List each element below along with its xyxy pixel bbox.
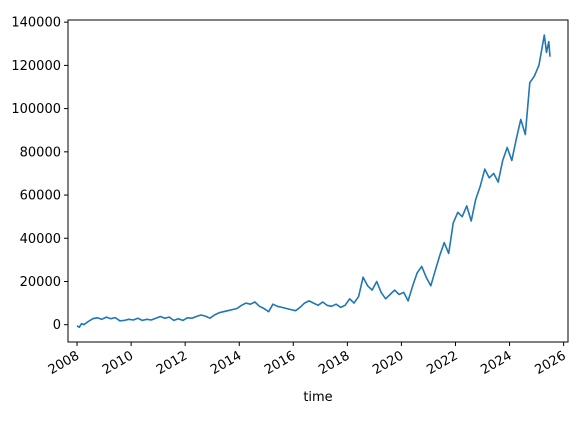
y-axis: 0 20000 40000 60000 80000 100000 120000 140000 [11,16,68,333]
y-tick-label: 0 [53,318,61,333]
x-tick-label: 2020 [370,348,406,378]
y-tick-label: 40000 [20,232,61,247]
x-tick-label: 2014 [208,348,244,378]
x-tick-label: 2022 [424,348,460,378]
y-tick-label: 140000 [11,16,61,31]
y-tick-label: 60000 [20,189,61,204]
x-axis: 2008 2010 2012 2014 2016 2018 2020 2022 2024 2026 [46,342,569,378]
x-tick-label: 2012 [154,348,190,378]
x-axis-label: time [303,390,332,405]
series-line-0 [76,34,551,329]
plot-frame [67,19,569,343]
x-tick-label: 2010 [100,348,136,378]
y-tick-label: 80000 [20,145,61,160]
y-tick-label: 20000 [20,275,61,290]
x-tick-label: 2026 [532,348,568,378]
x-tick-label: 2024 [478,348,514,378]
y-tick-label: 120000 [11,59,61,74]
y-tick-label: 100000 [11,102,61,117]
x-tick-label: 2018 [316,348,352,378]
x-tick-label: 2016 [262,348,298,378]
series-layer [76,34,551,329]
x-tick-label: 2008 [46,348,82,378]
